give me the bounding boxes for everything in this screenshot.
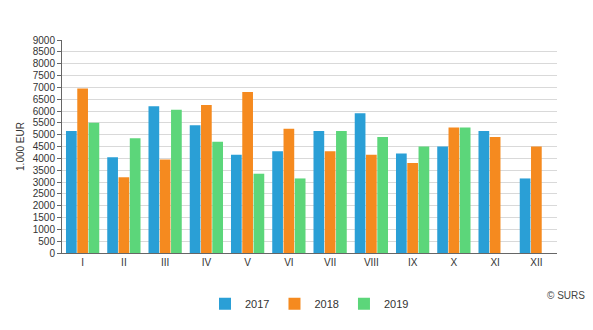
svg-text:X: X (451, 257, 458, 268)
svg-text:© SURS: © SURS (547, 290, 585, 301)
svg-text:7500: 7500 (33, 70, 56, 81)
svg-text:9000: 9000 (33, 35, 56, 46)
svg-text:2500: 2500 (33, 188, 56, 199)
svg-text:6000: 6000 (33, 106, 56, 117)
svg-text:6500: 6500 (33, 94, 56, 105)
svg-text:IX: IX (408, 257, 418, 268)
svg-text:1.000 EUR: 1.000 EUR (15, 122, 26, 171)
svg-text:II: II (121, 257, 127, 268)
svg-text:0: 0 (49, 248, 55, 259)
svg-text:8500: 8500 (33, 46, 56, 57)
svg-text:VII: VII (324, 257, 336, 268)
svg-text:3000: 3000 (33, 177, 56, 188)
svg-text:IV: IV (202, 257, 212, 268)
svg-text:III: III (161, 257, 169, 268)
svg-text:8000: 8000 (33, 58, 56, 69)
svg-text:I: I (81, 257, 84, 268)
svg-text:XII: XII (530, 257, 542, 268)
svg-text:XI: XI (490, 257, 499, 268)
svg-text:4000: 4000 (33, 153, 56, 164)
svg-text:5500: 5500 (33, 117, 56, 128)
svg-text:VIII: VIII (364, 257, 379, 268)
svg-text:500: 500 (38, 236, 55, 247)
svg-text:2017: 2017 (245, 298, 269, 310)
svg-text:VI: VI (284, 257, 293, 268)
svg-text:3500: 3500 (33, 165, 56, 176)
svg-text:1000: 1000 (33, 224, 56, 235)
svg-text:5000: 5000 (33, 129, 56, 140)
svg-text:1500: 1500 (33, 212, 56, 223)
svg-text:4500: 4500 (33, 141, 56, 152)
svg-text:7000: 7000 (33, 82, 56, 93)
svg-text:V: V (244, 257, 251, 268)
svg-text:2019: 2019 (384, 298, 408, 310)
svg-text:2018: 2018 (314, 298, 338, 310)
svg-text:2000: 2000 (33, 200, 56, 211)
